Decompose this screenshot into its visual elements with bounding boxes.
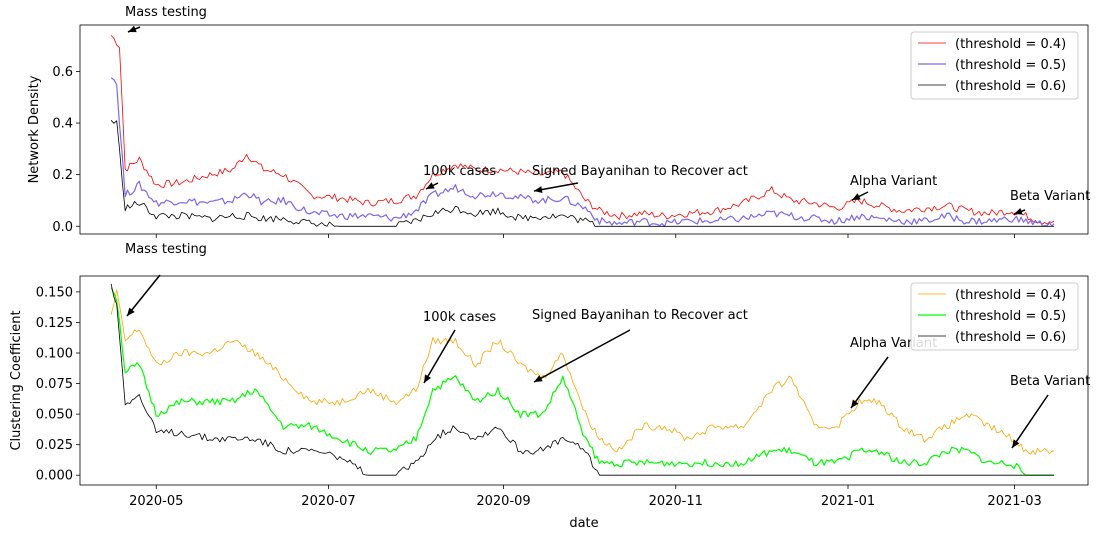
y-tick-label: 0.2 bbox=[52, 168, 73, 183]
annotation-arrow bbox=[423, 329, 456, 384]
annotation-arrow bbox=[533, 329, 631, 383]
annotation-arrowhead bbox=[1012, 439, 1020, 448]
annotation-arrowhead bbox=[424, 374, 432, 383]
series-line-3 bbox=[110, 120, 1055, 227]
annotation-label: Beta Variant bbox=[1010, 189, 1090, 204]
legend-label: (threshold = 0.6) bbox=[955, 79, 1066, 94]
annotation-arrowhead bbox=[534, 375, 543, 382]
legend-label: (threshold = 0.4) bbox=[955, 37, 1066, 52]
annotation-label: Alpha Variant bbox=[850, 174, 937, 189]
annotation-arrowhead bbox=[852, 193, 861, 200]
series-line-2 bbox=[110, 287, 1055, 476]
axes-2: 0.000 0.025 0.050 0.075 0.100 0.125 0.150 2020-… bbox=[9, 242, 1090, 531]
annotation-label: 100k cases bbox=[423, 310, 496, 325]
y-tick-label: 0.6 bbox=[52, 65, 73, 80]
axes-frame bbox=[79, 275, 1089, 486]
series-line-2 bbox=[110, 77, 1055, 227]
legend-box bbox=[910, 31, 1079, 100]
x-tick-label: 2020-07 bbox=[301, 494, 355, 509]
series-line-1 bbox=[110, 35, 1055, 225]
annotation-arrow bbox=[850, 356, 889, 409]
annotation-label: Signed Bayanihan to Recover act bbox=[532, 308, 748, 323]
y-tick-label: 0.050 bbox=[36, 408, 73, 423]
axes-frame bbox=[79, 24, 1089, 235]
y-axis-label: Clustering Coefficient bbox=[9, 310, 24, 450]
x-tick-label: 2021-01 bbox=[821, 494, 875, 509]
annotation-arrowhead bbox=[534, 186, 543, 194]
legend-label: (threshold = 0.5) bbox=[955, 58, 1066, 73]
annotation-arrowhead bbox=[426, 182, 435, 189]
x-axis-label: date bbox=[569, 516, 598, 531]
legend-label: (threshold = 0.5) bbox=[955, 309, 1066, 324]
annotation-arrow bbox=[1011, 394, 1049, 449]
annotation-label: 100k cases bbox=[423, 164, 496, 179]
annotation-label: Signed Bayanihan to Recover act bbox=[532, 164, 748, 179]
annotation-arrowhead bbox=[128, 25, 137, 33]
y-tick-label: 0.125 bbox=[36, 316, 73, 331]
annotation-label: Beta Variant bbox=[1010, 374, 1090, 389]
x-tick-label: 2020-11 bbox=[649, 494, 703, 509]
x-tick-label: 2020-09 bbox=[476, 494, 530, 509]
y-tick-label: 0.4 bbox=[52, 117, 73, 132]
legend-label: (threshold = 0.4) bbox=[955, 288, 1066, 303]
annotation-label: Mass testing bbox=[125, 5, 207, 20]
x-tick-label: 2020-05 bbox=[129, 494, 183, 509]
series-line-3 bbox=[110, 283, 1055, 476]
annotation-arrowhead bbox=[851, 399, 859, 408]
legend: (threshold = 0.4) (threshold = 0.5) (thres… bbox=[910, 31, 1079, 100]
legend-box bbox=[910, 282, 1079, 351]
annotation-label: Mass testing bbox=[125, 242, 207, 257]
y-tick-label: 0.100 bbox=[36, 347, 73, 362]
y-tick-label: 0.075 bbox=[36, 377, 73, 392]
y-tick-label: 0.000 bbox=[36, 469, 73, 484]
annotation-arrowhead bbox=[1014, 207, 1023, 215]
series-line-1 bbox=[110, 289, 1055, 455]
axes-1: 0.0 0.2 0.4 0.6 Network Density Mass testing 1… bbox=[27, 5, 1090, 238]
annotation-arrowhead bbox=[127, 307, 135, 316]
legend-label: (threshold = 0.6) bbox=[955, 330, 1066, 345]
y-tick-label: 0.150 bbox=[36, 285, 73, 300]
y-tick-label: 0.0 bbox=[52, 220, 73, 235]
x-tick-label: 2021-03 bbox=[987, 494, 1041, 509]
legend: (threshold = 0.4) (threshold = 0.5) (thres… bbox=[910, 282, 1079, 351]
annotation-arrow bbox=[126, 274, 161, 317]
y-axis-label: Network Density bbox=[27, 75, 42, 183]
y-tick-label: 0.025 bbox=[36, 438, 73, 453]
